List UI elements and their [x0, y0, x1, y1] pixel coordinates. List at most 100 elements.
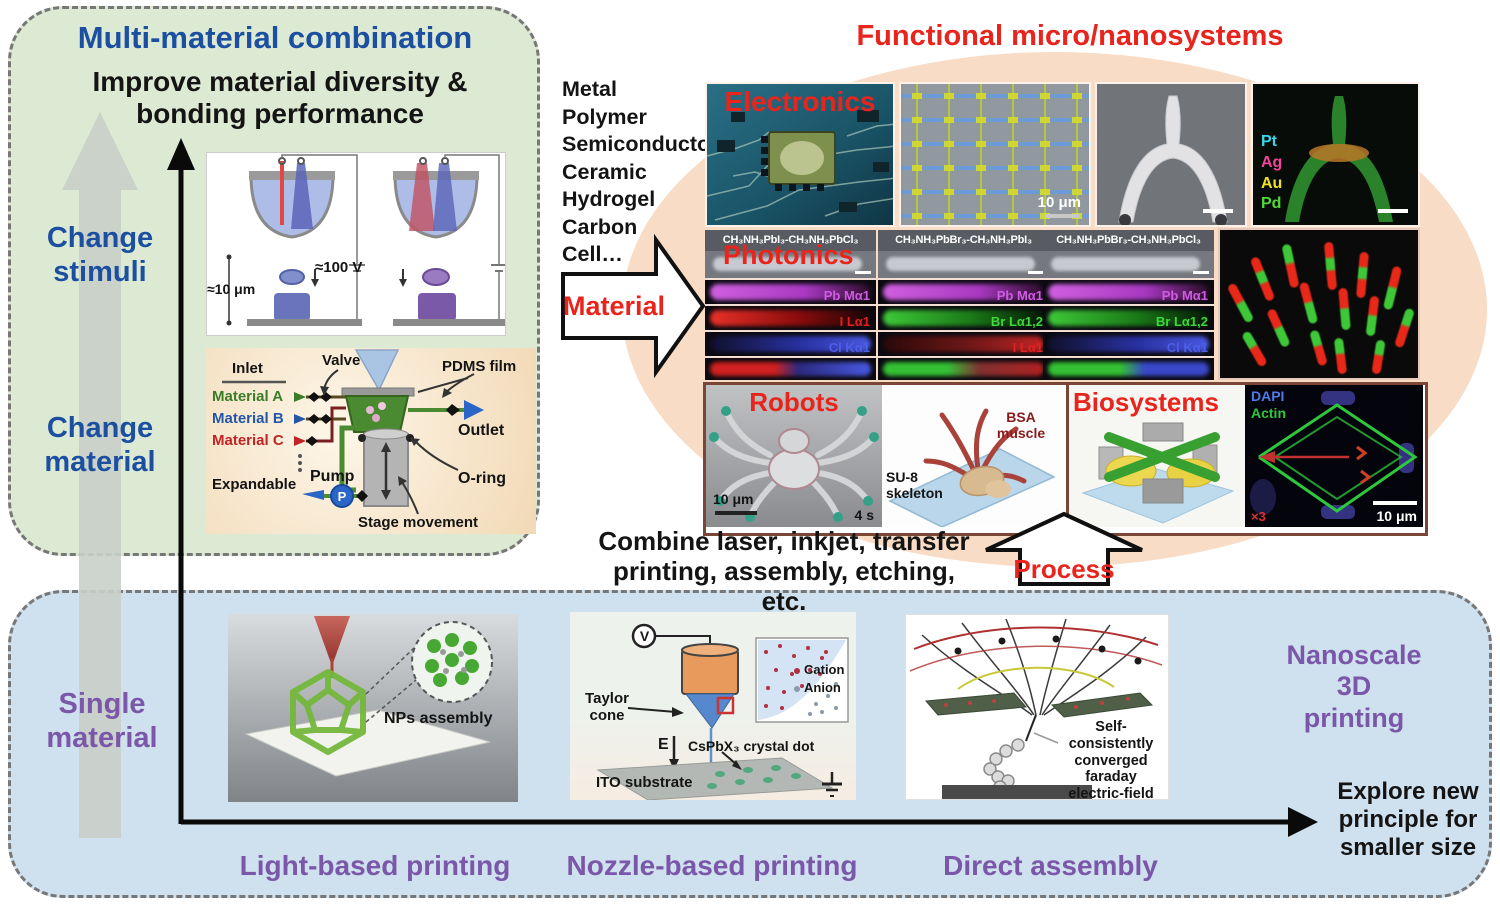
actin-label: Actin — [1251, 405, 1286, 421]
biosystems-label: Biosystems — [1073, 387, 1219, 417]
robots-panel: Robots 10 μm 4 s BSA muscle SU-8 skeleto… — [703, 382, 1069, 536]
change-stimuli-label: Change stimuli — [46, 222, 154, 288]
photonics-column-3: CH₃NH₃PbBr₃-CH₃NH₃PbCl₃ Pb Mα1 Br Lα1,2 … — [1043, 230, 1214, 380]
taylor-cone-label: Taylor cone — [585, 690, 629, 725]
eds-strip-pb-1: Pb Mα1 — [705, 280, 876, 304]
nanoscale-3d-label: Nanoscale 3D printing — [1286, 640, 1422, 733]
outlet-label: Outlet — [458, 422, 505, 439]
expandable-label: Expandable — [212, 476, 297, 493]
electro-droplet-inset: ≈100 V ≈10 μm — [206, 152, 506, 336]
eds-strip-pb-2: Pb Mα1 — [878, 280, 1049, 304]
material-arrow: Material — [560, 226, 710, 386]
material-b-label: Material B — [212, 410, 284, 427]
voltage-symbol: V — [639, 628, 650, 644]
pump-label: Pump — [310, 468, 355, 485]
ag-legend: Ag — [1261, 153, 1283, 171]
direct-assembly-image: Self-consistently converged faraday elec… — [905, 614, 1169, 800]
su8-skeleton-label: SU-8 skeleton — [886, 468, 943, 501]
dapi-label: DAPI — [1251, 388, 1285, 404]
process-arrow-shape — [985, 511, 1143, 586]
eds-strip-pb-3: Pb Mα1 — [1043, 280, 1214, 304]
light-printing-label: Light-based printing — [239, 850, 511, 881]
eds-strip-br-3: Br Lα1,2 — [1043, 306, 1214, 330]
photonics-sem-2 — [878, 251, 1049, 278]
photonics-formula-3: CH₃NH₃PbBr₃-CH₃NH₃PbCl₃ — [1043, 230, 1214, 251]
crystal-dot-label: CsPbX₃ crystal dot — [688, 738, 815, 754]
cell-fluorescence-image: DAPI Actin ×3 10 μm — [1245, 385, 1423, 527]
functional-systems-title: Functional micro/nanosystems — [856, 20, 1284, 52]
process-arrow: Process — [982, 510, 1146, 588]
change-material-label: Change material — [44, 412, 156, 478]
robots-label: Robots — [749, 387, 839, 417]
direct-assembly-label: Direct assembly — [943, 850, 1158, 881]
pd-legend: Pd — [1261, 195, 1282, 213]
eds-strip-combined-2 — [878, 358, 1049, 380]
microrobot-sem-image: Robots 10 μm 4 s — [706, 385, 882, 527]
au-legend: Au — [1261, 174, 1283, 192]
valve-label: Valve — [322, 352, 361, 369]
eds-strip-combined-3 — [1043, 358, 1214, 380]
microfluidic-diagram: P Inlet Valve PDMS film Material A Mater… — [206, 348, 536, 534]
cell-fluorescence-art — [1250, 391, 1418, 519]
stage-movement-label: Stage movement — [358, 514, 479, 531]
magnification-label: ×3 — [1251, 508, 1266, 524]
photonics-formula-2: CH₃NH₃PbBr₃-CH₃NH₃PbI₃ — [878, 230, 1049, 251]
photonics-column-2: CH₃NH₃PbBr₃-CH₃NH₃PbI₃ Pb Mα1 Br Lα1,2 I… — [878, 230, 1049, 380]
nozzle-printing-label: Nozzle-based printing — [566, 850, 858, 881]
robot-scale-label: 10 μm — [713, 490, 754, 507]
grid-scale-label: 10 μm — [1037, 193, 1081, 211]
eds-legend: Pt Ag Au Pd — [1261, 132, 1282, 215]
photonics-sem-3 — [1043, 251, 1214, 278]
process-caption: Combine laser, inkjet, transfer printing… — [598, 526, 970, 617]
process-arrow-label: Process — [1013, 554, 1115, 584]
material-arrow-shape — [561, 233, 706, 379]
bsa-muscle-label: BSA muscle — [996, 409, 1046, 442]
bio-scale-label: 10 μm — [1376, 507, 1417, 524]
biosystem-render-image: Biosystems — [1069, 385, 1245, 527]
material-a-label: Material A — [212, 388, 284, 405]
nanowire-array-image — [1218, 228, 1420, 380]
eds-strip-combined-1 — [705, 358, 876, 380]
sem-scale-bar — [1203, 209, 1233, 213]
circuit-board-art — [707, 84, 893, 225]
multi-material-title: Multi-material combination — [77, 20, 473, 55]
eds-strip-i-2: I Lα1 — [878, 332, 1049, 356]
eds-scale-bar — [1378, 209, 1408, 213]
eds-strip-br-2: Br Lα1,2 — [878, 306, 1049, 330]
spider-render-art — [888, 408, 1056, 527]
pt-legend: Pt — [1261, 133, 1277, 150]
multi-material-subtitle: Improve material diversity & bonding per… — [92, 66, 468, 130]
pump-symbol: P — [338, 489, 347, 504]
eds-arch-image: Pt Ag Au Pd — [1251, 82, 1420, 227]
electro-droplet-art — [226, 154, 505, 326]
electronics-circuit-image: Electronics — [705, 82, 895, 227]
single-material-label: Single material — [46, 688, 158, 754]
grid-pattern-art — [901, 84, 1089, 225]
anion-label: Anion — [794, 680, 841, 695]
eds-strip-i-1: I Lα1 — [705, 306, 876, 330]
nozzle-printing-image: V Taylor cone E Cation Anion CsPbX₃ crys… — [570, 612, 856, 800]
faraday-label: Self-consistently converged faraday elec… — [1068, 719, 1154, 800]
bio-scale-bar — [1373, 501, 1417, 505]
explore-principle-label: Explore new principle for smaller size — [1337, 778, 1479, 861]
e-field-label: E — [658, 736, 669, 753]
biosystems-panel: Biosystems DAPI Actin ×3 10 μm — [1066, 382, 1428, 536]
material-c-label: Material C — [212, 432, 284, 449]
robot-render-image: BSA muscle SU-8 skeleton — [882, 385, 1060, 527]
material-arrow-label: Material — [562, 291, 666, 321]
photonics-column-1: CH₃NH₃PbI₃-CH₃NH₃PbCl₃ Pb Mα1 I Lα1 Cl K… — [705, 230, 876, 380]
gap-distance-label: ≈10 μm — [207, 281, 256, 297]
robot-time-label: 4 s — [854, 506, 874, 523]
photonics-formula-1: CH₃NH₃PbI₃-CH₃NH₃PbCl₃ — [705, 230, 876, 251]
electrode-grid-image: 10 μm — [899, 82, 1091, 227]
inlet-label: Inlet — [232, 360, 263, 377]
direct-assembly-art — [909, 618, 1163, 799]
nps-assembly-label: NPs assembly — [384, 710, 493, 727]
materials-list: Metal Polymer Semiconductor Ceramic Hydr… — [562, 77, 719, 267]
robot-scale-bar — [715, 511, 757, 515]
sem-arch-art — [1118, 95, 1228, 225]
nozzle-printing-art — [596, 623, 849, 800]
voltage-label: ≈100 V — [315, 259, 363, 276]
light-printing-image: NPs assembly — [228, 614, 518, 802]
